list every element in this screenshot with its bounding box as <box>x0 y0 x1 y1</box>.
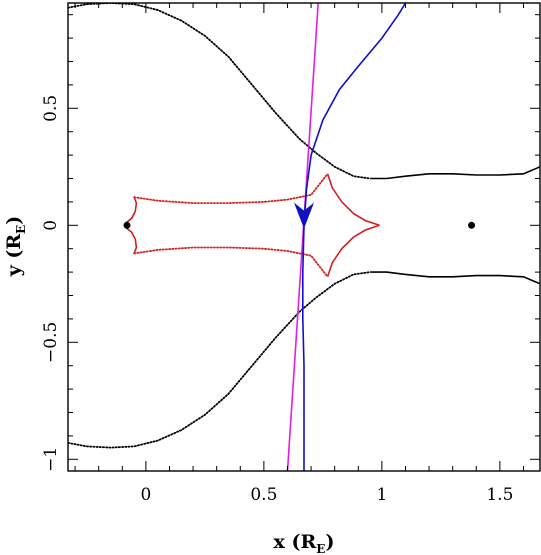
y-ticks: −1 −0.5 0 0.5 <box>41 14 540 472</box>
x-tick-label: 0 <box>140 485 151 505</box>
series-0-mirror-line <box>68 271 371 449</box>
series-3-mirror-line <box>125 225 138 254</box>
series-3-line <box>125 196 138 226</box>
trajectory-arrow <box>294 202 314 229</box>
series-4-mirror-line <box>326 224 380 278</box>
series-5-line <box>286 3 319 471</box>
series-1-mirror-line <box>370 271 540 285</box>
y-tick-label: −1 <box>41 447 61 472</box>
x-tick-label: 0.5 <box>250 485 277 505</box>
lens-point-0 <box>123 221 131 229</box>
curves-layer <box>68 3 540 471</box>
lens-point-1 <box>468 221 476 229</box>
x-tick-label: 1.5 <box>486 485 513 505</box>
x-axis-label: x (RE) <box>274 531 335 555</box>
arrow-layer <box>294 202 314 229</box>
y-tick-label: 0 <box>41 220 61 231</box>
series-6-line <box>302 3 407 471</box>
series-0-line <box>68 3 371 180</box>
series-2-line <box>133 172 329 204</box>
y-axis-label: y (RE) <box>3 216 28 278</box>
lens-points-layer <box>123 221 476 229</box>
plot-frame <box>67 2 541 472</box>
x-ticks: 0 0.5 1 1.5 <box>74 3 524 505</box>
series-1-line <box>370 166 540 180</box>
y-tick-label: 0.5 <box>41 95 61 122</box>
y-tick-label: −0.5 <box>41 322 61 363</box>
series-2-mirror-line <box>133 246 329 278</box>
x-tick-label: 1 <box>376 485 387 505</box>
series-4-line <box>326 173 380 227</box>
